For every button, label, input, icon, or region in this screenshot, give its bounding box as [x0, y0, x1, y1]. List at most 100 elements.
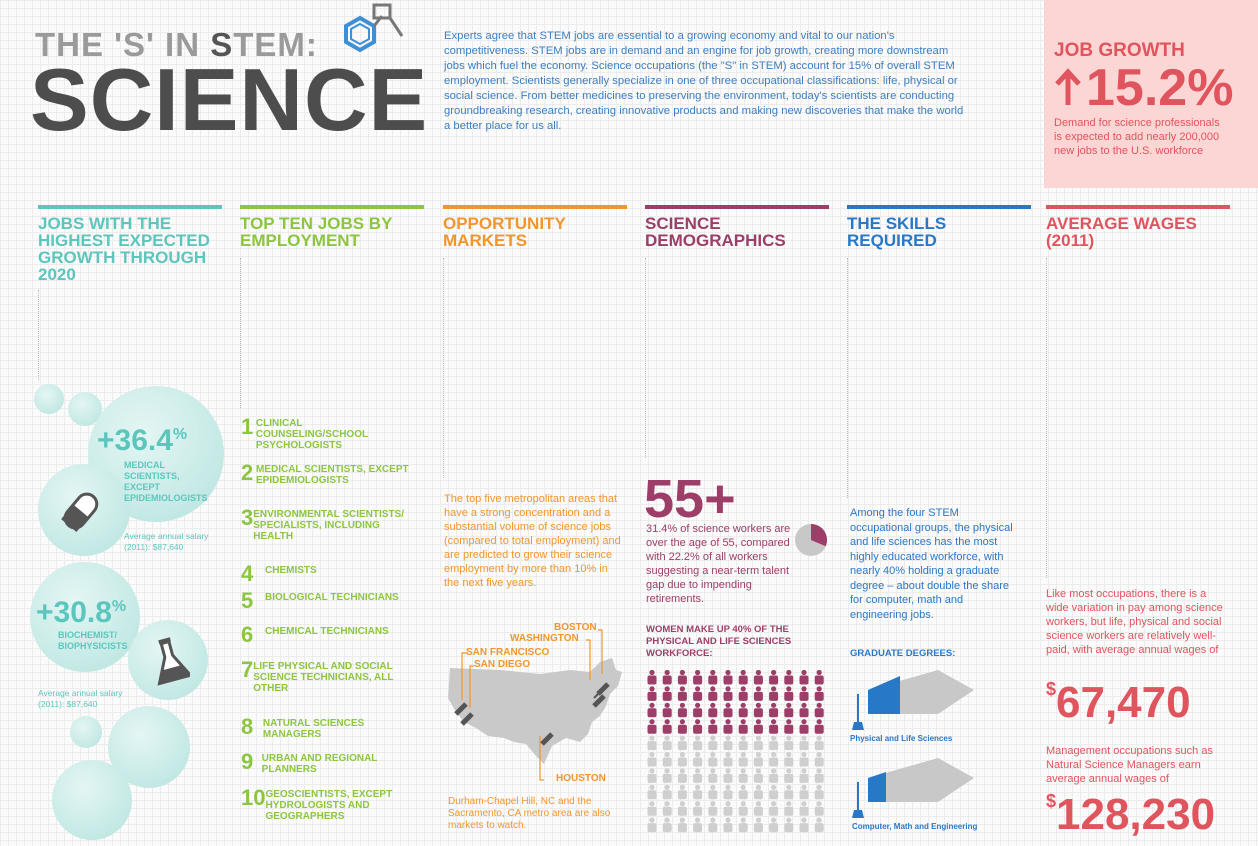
person-icon: [708, 784, 718, 800]
person-icon: [814, 735, 824, 751]
markets-description: The top five metropolitan areas that hav…: [444, 493, 621, 589]
person-icon: [799, 768, 809, 783]
person-icon: [814, 801, 824, 816]
person-icon: [814, 719, 824, 734]
person-icon: [662, 702, 672, 718]
list-item: 10 GEOSCIENTISTS, EXCEPT HYDROLOGISTS AN…: [241, 787, 411, 823]
list-item-number: 1: [241, 414, 254, 439]
wage-number-1: 67,470: [1056, 678, 1191, 727]
person-icon: [693, 768, 703, 783]
person-icon: [738, 784, 748, 800]
currency-symbol: $: [1046, 791, 1057, 811]
column-divider: [240, 258, 241, 408]
person-icon: [753, 817, 763, 833]
person-icon: [738, 702, 748, 718]
person-icon: [677, 686, 687, 701]
person-icon: [647, 702, 657, 718]
person-icon: [647, 751, 657, 767]
city-label: HOUSTON: [556, 773, 606, 784]
person-icon: [738, 669, 748, 685]
person-icon: [723, 784, 733, 800]
list-item-number: 9: [241, 749, 254, 774]
person-icon: [753, 784, 763, 800]
column-title-topjobs: TOP TEN JOBS BY EMPLOYMENT: [240, 214, 393, 250]
person-icon: [738, 735, 748, 751]
cap-label: Physical and Life Sciences: [850, 734, 953, 743]
column-divider: [645, 258, 646, 458]
list-item-number: 5: [241, 588, 254, 613]
person-icon: [784, 768, 794, 783]
list-item-label: BIOLOGICAL TECHNICIANS: [265, 592, 399, 603]
markets-footnote: Durham-Chapel Hill, NC and the Sacrament…: [448, 796, 611, 831]
person-icon: [769, 801, 779, 816]
list-item-label: ENVIRONMENTAL SCIENTISTS/ SPECIALISTS, I…: [253, 509, 405, 542]
person-icon: [784, 784, 794, 800]
person-icon: [753, 768, 763, 783]
person-icon: [814, 702, 824, 718]
person-icon: [814, 784, 824, 800]
column-divider: [38, 290, 39, 380]
women-share-label: WOMEN MAKE UP 40% OF THE PHYSICAL AND LI…: [646, 624, 792, 659]
growth-salary-1: Average annual salary (2011): $87,640: [124, 531, 209, 552]
job-growth-description: Demand for science professionals is expe…: [1054, 117, 1220, 157]
skills-description: Among the four STEM occupational groups,…: [850, 507, 1013, 621]
list-item-number: 3: [241, 505, 254, 530]
person-icon: [769, 817, 779, 833]
list-item-number: 8: [241, 714, 254, 739]
growth-number-2: +30.8: [36, 596, 112, 629]
person-icon: [799, 801, 809, 816]
person-icon: [647, 735, 657, 751]
person-icon: [723, 817, 733, 833]
column-title-demographics: SCIENCE DEMOGRAPHICS: [645, 214, 786, 250]
growth-value-1: +36.4%: [97, 424, 187, 458]
person-icon: [738, 751, 748, 767]
person-icon: [784, 702, 794, 718]
column-bar-demographics: [645, 205, 829, 209]
decorative-bubble: [70, 716, 102, 748]
page-title: SCIENCE: [30, 50, 429, 149]
kicker-text-end: TEM:: [233, 26, 318, 63]
person-icon: [677, 817, 687, 833]
person-icon: [677, 669, 687, 685]
person-icon: [647, 801, 657, 816]
person-icon: [753, 751, 763, 767]
person-icon: [723, 686, 733, 701]
wage-number-2: 128,230: [1056, 790, 1216, 839]
person-icon: [784, 719, 794, 734]
list-item-number: 4: [241, 561, 254, 586]
cap-label: Computer, Math and Engineering: [852, 822, 978, 831]
person-icon: [814, 669, 824, 685]
column-divider: [443, 258, 444, 478]
person-icon: [708, 751, 718, 767]
column-title-wages: AVERAGE WAGES (2011): [1046, 214, 1197, 250]
person-icon: [769, 669, 779, 685]
column-bar-wages: [1046, 205, 1230, 209]
person-icon: [723, 801, 733, 816]
column-divider: [1046, 258, 1047, 578]
person-icon: [693, 686, 703, 701]
person-icon: [677, 751, 687, 767]
currency-symbol: $: [1046, 679, 1057, 699]
column-bar-topjobs: [240, 205, 424, 209]
wage-value-1: $67,470: [1046, 680, 1191, 725]
list-item-label: CLINICAL COUNSELING/SCHOOL PSYCHOLOGISTS: [255, 418, 368, 451]
column-bar-skills: [847, 205, 1031, 209]
person-icon: [693, 801, 703, 816]
person-icon: [677, 702, 687, 718]
column-title-growth: JOBS WITH THE HIGHEST EXPECTED GROWTH TH…: [38, 214, 210, 284]
person-icon: [662, 768, 672, 783]
person-icon: [662, 735, 672, 751]
person-icon: [647, 817, 657, 833]
person-icon: [784, 735, 794, 751]
growth-bubble-2: [30, 562, 140, 672]
person-icon: [693, 702, 703, 718]
person-icon: [738, 719, 748, 734]
growth-value-2: +30.8%: [36, 596, 126, 630]
graduate-degrees-label: GRADUATE DEGREES:: [850, 648, 956, 659]
city-label: SAN FRANCISCO: [466, 647, 550, 658]
pill-icon: [61, 492, 99, 532]
kicker-s: S: [210, 26, 234, 63]
person-icon: [799, 784, 809, 800]
age-pie-chart: [795, 524, 827, 556]
wage-value-2: $128,230: [1046, 792, 1215, 837]
